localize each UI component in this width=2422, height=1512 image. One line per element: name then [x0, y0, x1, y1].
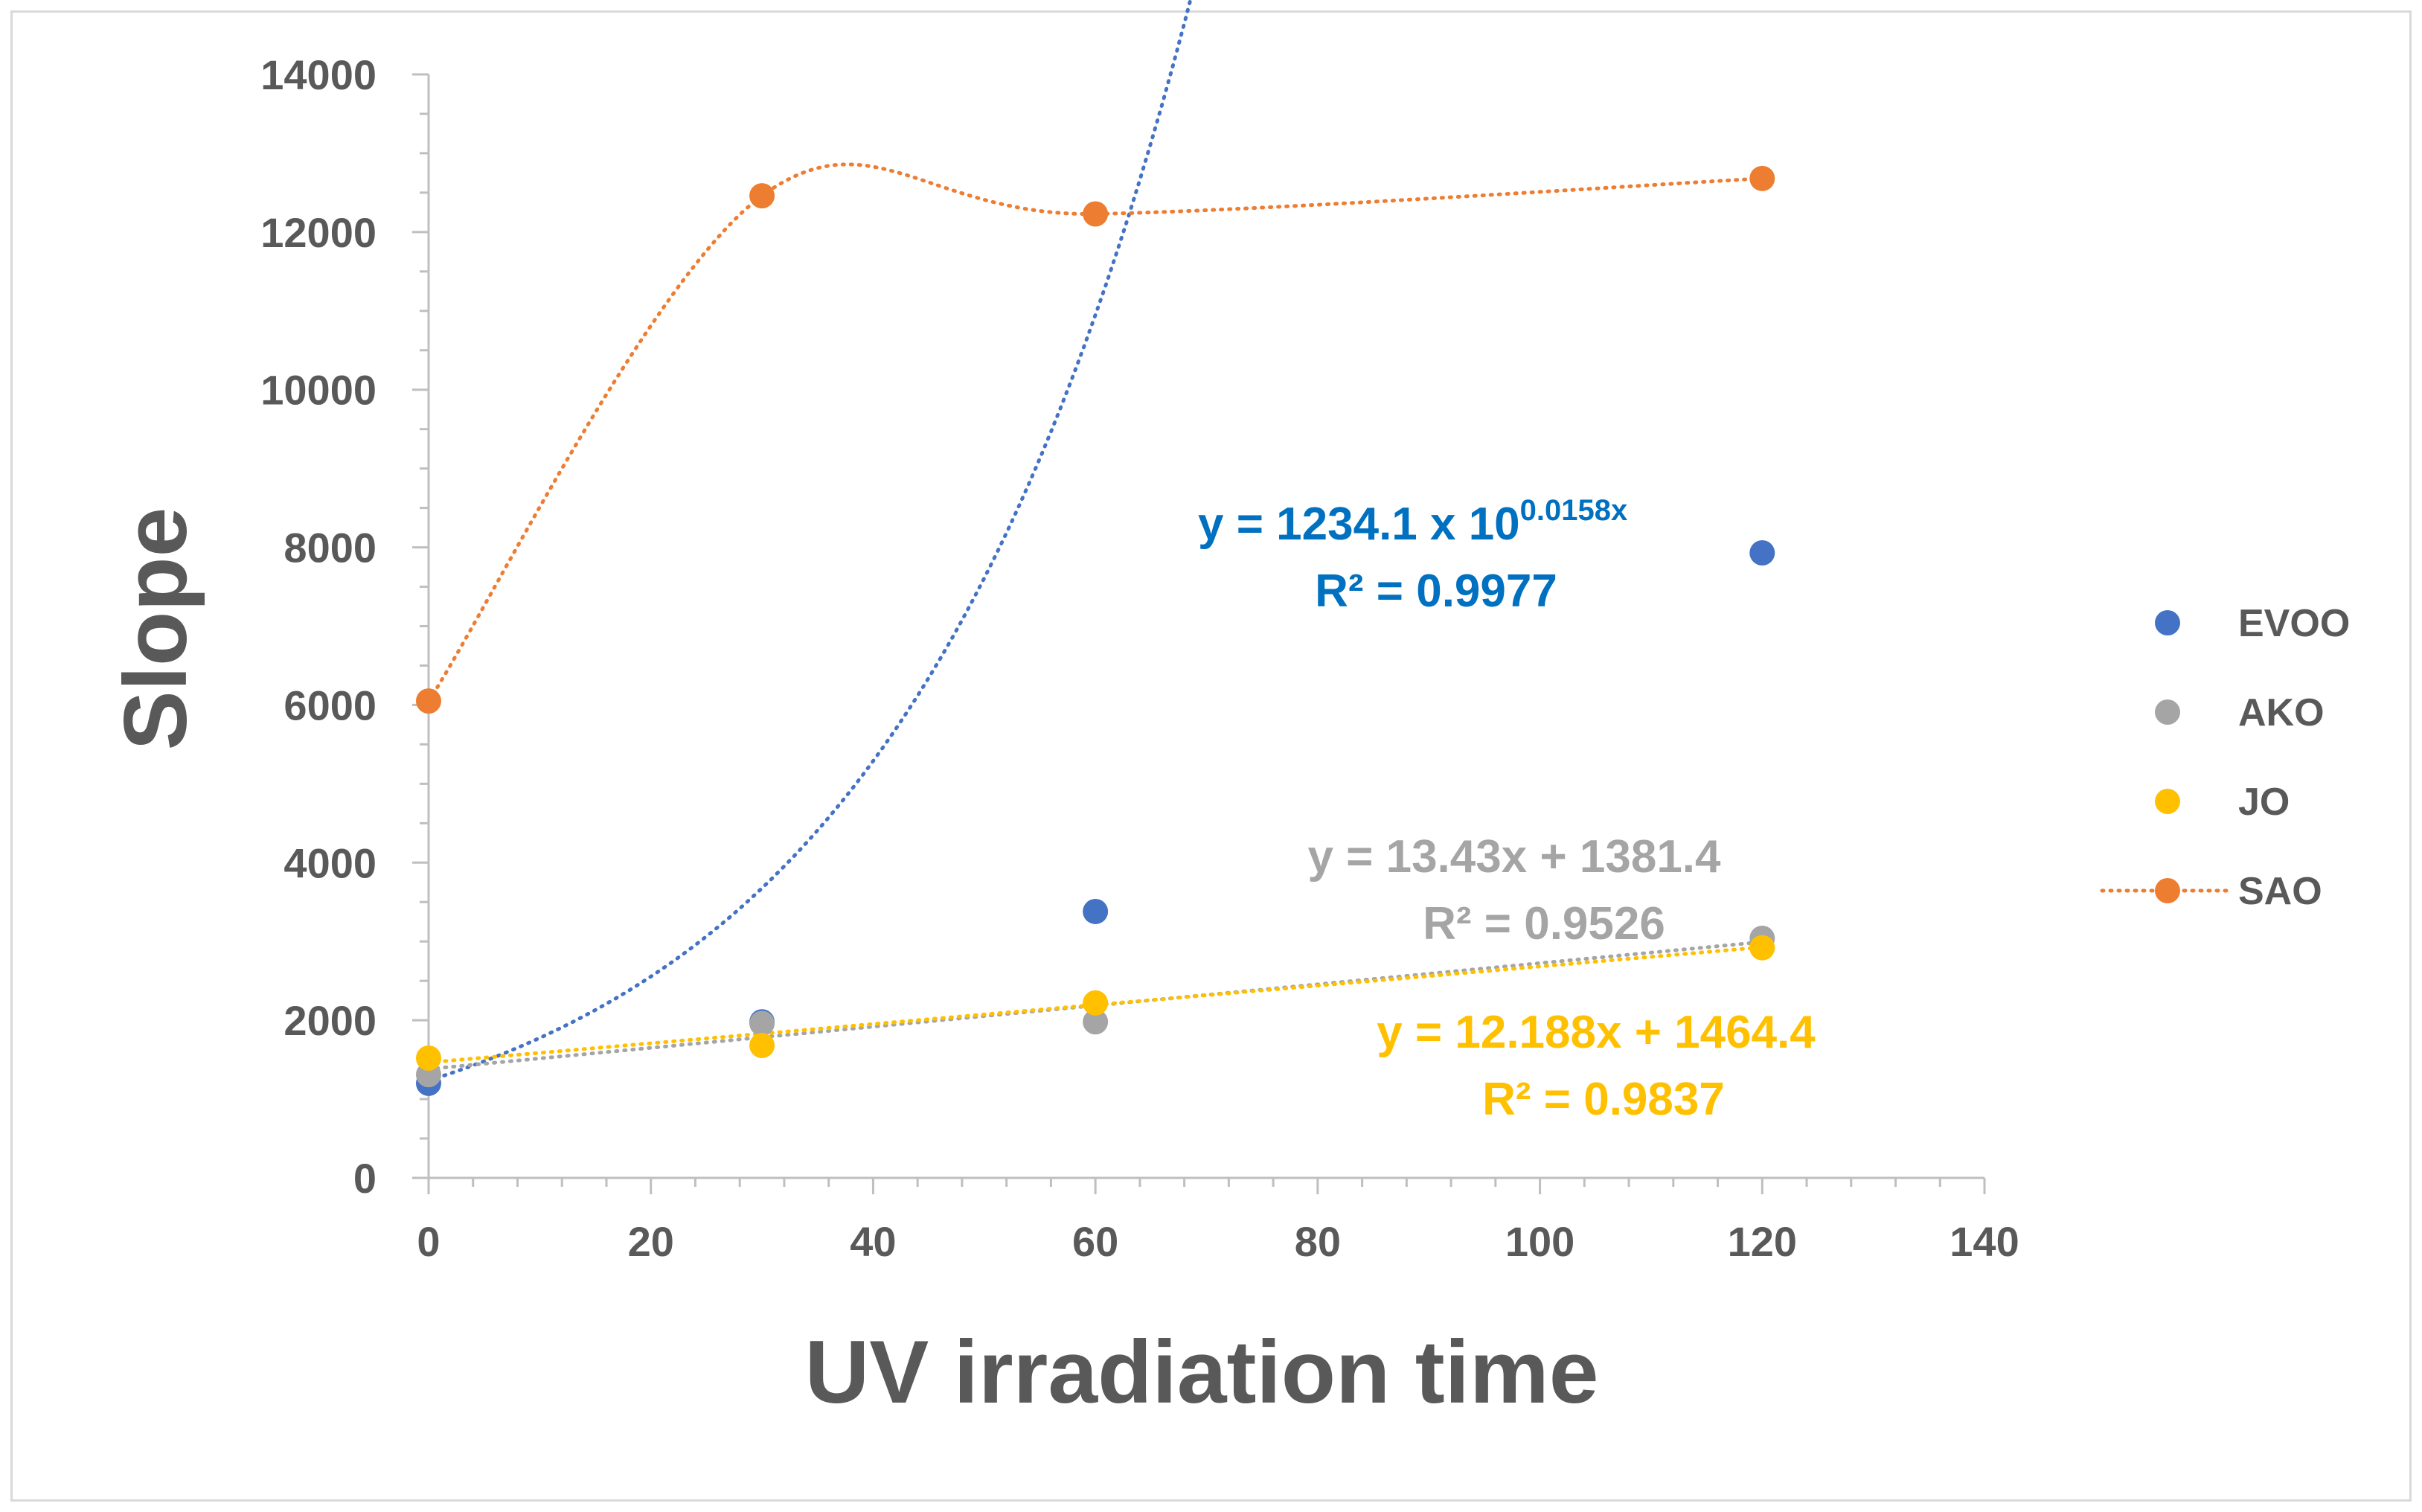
- legend-label-sao: SAO: [2238, 870, 2322, 913]
- x-tick-label: 100: [1505, 1218, 1574, 1265]
- evoo-equation-exponent: 0.0158x: [1520, 494, 1628, 527]
- x-tick-label: 20: [628, 1218, 674, 1265]
- y-tick-label: 12000: [260, 209, 377, 256]
- jo-point: [416, 1045, 441, 1071]
- chart-frame: [10, 10, 2412, 1502]
- legend: EVOO AKO JO SAO: [2100, 602, 2350, 913]
- ticks: [412, 73, 1986, 1194]
- y-axis-title: Slope: [106, 507, 205, 751]
- jo-trendline-equation: y = 12.188x + 1464.4: [1377, 1007, 1816, 1058]
- evoo-point: [1083, 898, 1109, 924]
- y-tick-label: 8000: [283, 525, 377, 571]
- y-tick-label: 4000: [283, 839, 377, 886]
- ako-trendline-r2: R² = 0.9526: [1423, 898, 1665, 949]
- jo-trendline-r2: R² = 0.9837: [1482, 1074, 1725, 1125]
- jo-point: [1749, 935, 1775, 961]
- y-tick-label: 2000: [283, 997, 377, 1044]
- sao-point: [416, 688, 441, 714]
- evoo-trendline: [426, 0, 1193, 1083]
- x-tick-label: 0: [417, 1218, 440, 1265]
- evoo-point: [1749, 539, 1775, 566]
- evoo-equation-base: y = 1234.1 x 10: [1198, 499, 1520, 550]
- y-tick-label: 6000: [283, 682, 377, 728]
- y-tick-label: 10000: [260, 367, 377, 414]
- legend-label-jo: JO: [2238, 781, 2290, 824]
- x-axis-title: UV irradiation time: [805, 1322, 1599, 1422]
- jo-point: [749, 1033, 775, 1059]
- ako-trendline-equation: y = 13.43x + 1381.4: [1307, 831, 1721, 882]
- ako-point: [749, 1010, 775, 1037]
- x-tick-label: 40: [850, 1218, 896, 1265]
- evoo-trendline-r2: R² = 0.9977: [1315, 566, 1557, 617]
- y-tick-label: 0: [353, 1155, 377, 1202]
- legend-label-evoo: EVOO: [2238, 602, 2350, 645]
- sao-point: [1749, 165, 1775, 191]
- sao-series-line: [426, 162, 1764, 703]
- legend-marker-jo: [2155, 789, 2180, 814]
- legend-label-ako: AKO: [2238, 691, 2325, 734]
- jo-point: [1083, 990, 1109, 1016]
- jo-trendline: [426, 945, 1764, 1065]
- ako-point: [1083, 1009, 1109, 1035]
- legend-marker-ako: [2155, 699, 2180, 725]
- legend-marker-sao: [2155, 878, 2180, 903]
- sao-point: [1083, 201, 1109, 227]
- evoo-trendline-equation: y = 1234.1 x 100.0158x: [1198, 494, 1627, 550]
- x-tick-label: 140: [1950, 1218, 2019, 1265]
- x-tick-label: 60: [1072, 1218, 1118, 1265]
- x-tick-label: 80: [1295, 1218, 1341, 1265]
- legend-marker-evoo: [2155, 610, 2180, 635]
- x-tick-label: 120: [1728, 1218, 1797, 1265]
- sao-point: [749, 183, 775, 209]
- data-points: [416, 165, 1775, 1096]
- tick-labels: 0 2000 4000 6000 8000 10000 12000 14000 0 20 40 60 8…: [260, 51, 2019, 1265]
- y-tick-label: 14000: [260, 51, 377, 98]
